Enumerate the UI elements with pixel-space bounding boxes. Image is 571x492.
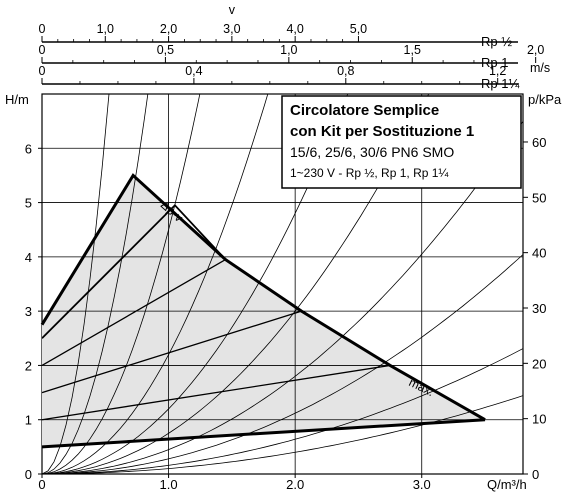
velocity-tick-label: 0,5 <box>157 43 174 57</box>
velocity-unit-ms: m/s <box>530 61 550 75</box>
system-curve <box>42 94 201 474</box>
velocity-tick-label: 1,5 <box>404 43 421 57</box>
y-axis-label: H/m <box>5 92 29 107</box>
series-line <box>40 173 486 422</box>
y-right-tick-label: 20 <box>532 356 546 371</box>
velocity-axis-name: Rp 1¼ <box>481 76 519 91</box>
x-tick-label: 1.0 <box>160 477 178 492</box>
axis-labels: H/m p/kPa Q/m³/h <box>5 92 562 492</box>
chart-title-line-3: 15/6, 25/6, 30/6 PN6 SMO <box>290 144 454 160</box>
velocity-tick-label: 3,0 <box>223 22 240 36</box>
velocity-tick-label: 1,0 <box>280 43 297 57</box>
velocity-tick-label: 0 <box>39 22 46 36</box>
system-curve <box>42 395 523 474</box>
velocity-axis-name: Rp 1 <box>481 55 508 70</box>
velocity-axis-name: Rp ½ <box>481 34 512 49</box>
chart-title-line-4: 1~230 V - Rp ½, Rp 1, Rp 1¼ <box>290 166 449 180</box>
velocity-tick-label: 0 <box>39 64 46 78</box>
x-tick-label: 3.0 <box>413 477 431 492</box>
system-curve <box>42 94 269 474</box>
y-right-tick-label: 60 <box>532 135 546 150</box>
series-line <box>41 418 486 449</box>
x-tick-label: 0 <box>38 477 45 492</box>
velocity-tick-label: 0 <box>39 43 46 57</box>
x-tick-label: 2.0 <box>286 477 304 492</box>
y-right-tick-label: 30 <box>532 301 546 316</box>
y-right-tick-label: 40 <box>532 246 546 261</box>
control-line <box>41 259 226 366</box>
chart-title-line-2: con Kit per Sostituzione 1 <box>290 123 474 140</box>
velocity-tick-label: 2,0 <box>527 43 544 57</box>
y-tick-label: 0 <box>25 467 32 482</box>
title-box: Circolatore Semplice con Kit per Sostitu… <box>281 95 522 189</box>
system-curve <box>42 94 110 474</box>
system-curve <box>42 121 523 474</box>
system-curves <box>42 94 523 474</box>
series-line <box>41 203 227 339</box>
y-right-tick-label: 0 <box>532 467 539 482</box>
y-tick-label: 4 <box>25 250 32 265</box>
velocity-tick-label: 4,0 <box>286 22 303 36</box>
velocity-tick-label: 0,4 <box>185 64 202 78</box>
velocity-tick-label: 1,0 <box>97 22 114 36</box>
y-tick-label: 1 <box>25 413 32 428</box>
chart-title-line-1: Circolatore Semplice <box>290 102 439 119</box>
velocity-tick-label: 2,0 <box>160 22 177 36</box>
y-tick-label: 2 <box>25 358 32 373</box>
system-curve <box>42 94 149 474</box>
x-axis-label: Q/m³/h <box>487 477 527 492</box>
y-tick-label: 3 <box>25 304 32 319</box>
velocity-tick-label: 1,2 <box>489 64 506 78</box>
title-frame <box>281 95 522 189</box>
y-right-tick-label: 50 <box>532 190 546 205</box>
y-right-axis-label: p/kPa <box>528 92 562 107</box>
velocity-tick-label: 5,0 <box>350 22 367 36</box>
y-right-tick-label: 10 <box>532 412 546 427</box>
y-tick-label: 5 <box>25 196 32 211</box>
control-line <box>41 310 302 394</box>
system-curve <box>42 254 523 474</box>
y-tick-label: 6 <box>25 141 32 156</box>
velocity-axes: Rp ½ 0 1,0 2,0 3,0 4,0 5,0 Rp 1 0 0,5 1,0 1,5 2,0 Rp … <box>39 3 551 91</box>
velocity-unit-v: v <box>229 3 236 17</box>
velocity-tick-label: 0,8 <box>337 64 354 78</box>
control-line <box>41 364 391 421</box>
system-curve <box>42 348 523 474</box>
